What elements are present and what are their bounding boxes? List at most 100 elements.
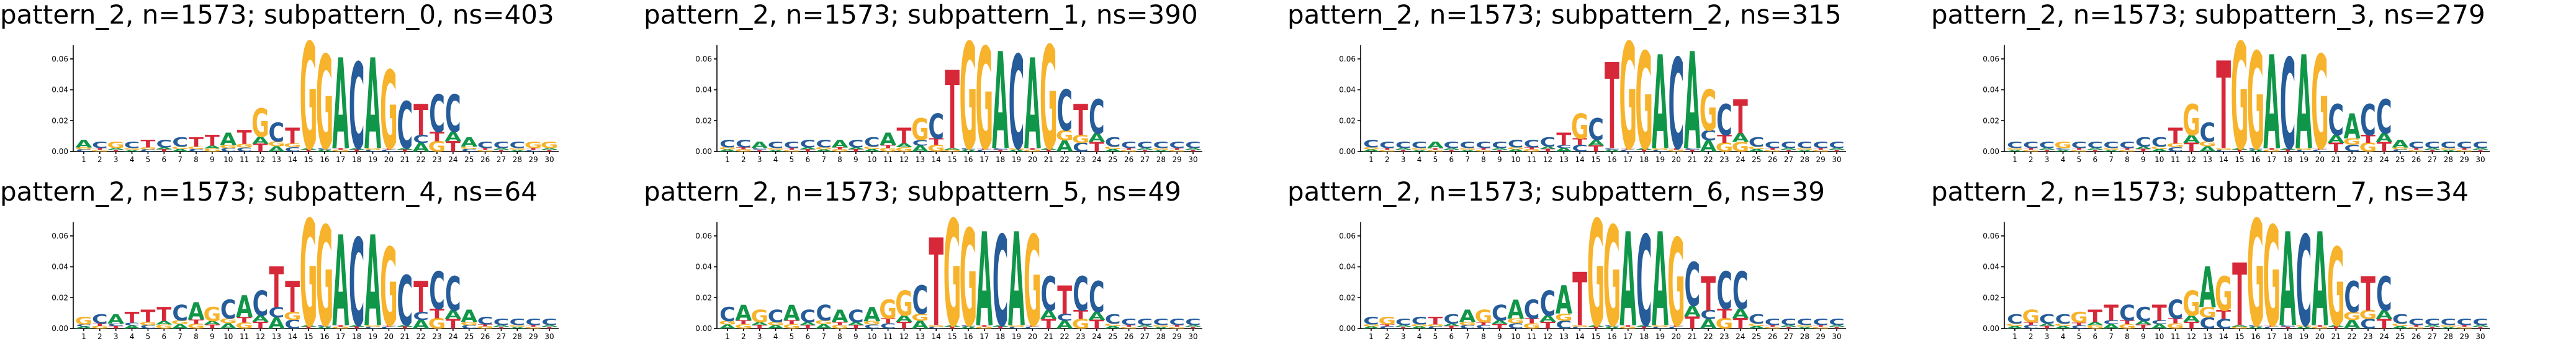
logo-letter: C <box>269 118 285 148</box>
logo-letter: G <box>815 147 833 150</box>
logo-letter: G <box>1056 127 1074 143</box>
x-tick-label: 6 <box>805 155 810 164</box>
logo-letter: G <box>1168 326 1186 329</box>
x-tick-label: 12 <box>1543 155 1552 164</box>
logo-letter: A <box>1024 33 1041 177</box>
logo-letter: A <box>493 148 510 150</box>
logo-letter: A <box>124 325 141 330</box>
x-tick-label: 11 <box>2171 332 2180 341</box>
logo-letter: G <box>2407 149 2425 152</box>
logo-letter: C <box>2151 135 2168 150</box>
panel-title: pattern_2, n=1573; subpattern_3, ns=279 <box>1931 0 2485 30</box>
y-tick-label: 0.04 <box>1983 86 1999 94</box>
logo-letter: T <box>1476 321 1492 326</box>
logo-letter: A <box>799 321 817 326</box>
logo-letter: A <box>75 138 92 150</box>
logo-letter: G <box>2022 149 2040 152</box>
y-tick-label: 0.02 <box>1983 293 1999 302</box>
logo-letter: G <box>1763 326 1781 329</box>
logo-letter: C <box>1073 140 1089 155</box>
logo-letter: G <box>219 144 237 149</box>
logo-letter: C <box>1765 317 1781 327</box>
x-tick-label: 22 <box>1703 155 1713 164</box>
logo-letter: T <box>494 149 509 152</box>
x-tick-label: 27 <box>1140 155 1150 164</box>
x-tick-label: 7 <box>1465 155 1470 164</box>
logo-panel: 0.00 0.02 0.04 0.06 1 A G C 2 G T A 3 T A G 4 A G C 5 G T A 6 T A C… <box>644 177 1287 354</box>
logo-letter: C <box>1652 326 1669 329</box>
logo-letter: G <box>2119 149 2137 152</box>
sequence-logo-plot: 0.000.020.040.061CGA2GTC3TAG4AGC5CGT6TAC… <box>52 12 559 177</box>
logo-letter: C <box>2151 319 2168 325</box>
logo-letter: C <box>1604 148 1620 150</box>
logo-letter: G <box>1040 18 1058 177</box>
x-tick-label: 9 <box>1497 332 1502 341</box>
logo-letter: G <box>2150 146 2168 150</box>
logo-letter: A <box>204 320 221 326</box>
x-tick-label: 28 <box>513 155 522 164</box>
logo-letter: T <box>2104 301 2119 326</box>
logo-letter: A <box>2424 325 2441 327</box>
logo-letter: G <box>300 189 318 354</box>
x-tick-label: 12 <box>899 332 909 341</box>
logo-letter: C <box>1765 140 1781 150</box>
logo-letter: T <box>333 148 348 150</box>
logo-letter: T <box>1122 148 1137 150</box>
x-tick-label: 29 <box>1816 332 1826 341</box>
logo-letter: T <box>205 324 220 330</box>
x-tick-label: 29 <box>1816 155 1826 164</box>
logo-letter: C <box>172 135 188 150</box>
x-tick-label: 28 <box>1156 332 1166 341</box>
logo-letter: T <box>800 149 815 153</box>
logo-letter: G <box>2166 142 2184 148</box>
x-tick-label: 25 <box>1108 332 1117 341</box>
logo-letter: T <box>2312 325 2327 327</box>
logo-letter: G <box>863 320 881 326</box>
x-tick-label: 27 <box>2428 332 2437 341</box>
logo-letter: A <box>896 142 912 148</box>
x-tick-label: 4 <box>2061 155 2066 164</box>
logo-letter: G <box>1667 214 1685 353</box>
x-tick-label: 15 <box>304 155 313 164</box>
logo-letter: A <box>1153 326 1170 329</box>
logo-letter: T <box>1025 325 1040 327</box>
logo-letter: T <box>156 303 171 326</box>
logo-letter: A <box>413 140 430 155</box>
x-tick-label: 19 <box>368 155 377 164</box>
logo-letter: T <box>1138 326 1153 329</box>
logo-letter: G <box>171 319 189 325</box>
logo-letter: T <box>2087 149 2102 152</box>
logo-letter: A <box>1588 139 1605 148</box>
logo-letter: G <box>1168 149 1186 152</box>
logo-letter: A <box>1507 295 1524 325</box>
x-tick-label: 21 <box>2331 155 2341 164</box>
logo-letter: T <box>1524 147 1539 150</box>
logo-letter: C <box>1572 143 1588 154</box>
logo-letter: G <box>508 325 526 327</box>
logo-letter: T <box>1524 317 1539 325</box>
logo-letter: T <box>2232 149 2247 152</box>
x-tick-label: 6 <box>161 155 166 164</box>
logo-letter: C <box>2168 146 2184 153</box>
x-tick-label: 8 <box>2125 332 2130 341</box>
logo-letter: G <box>719 147 737 150</box>
x-tick-label: 29 <box>1173 155 1182 164</box>
x-tick-label: 21 <box>400 155 410 164</box>
logo-letter: G <box>331 149 349 152</box>
logo-panel: 0.00 0.02 0.04 0.06 1 A C G 2 G T C 3 T C A 4 A C T 5 C G T 6 G A T… <box>0 177 644 354</box>
logo-letter: T <box>446 316 461 332</box>
logo-letter: G <box>1716 315 1734 332</box>
x-tick-label: 30 <box>544 332 554 341</box>
y-tick-label: 0.04 <box>1983 263 1999 271</box>
x-tick-label: 17 <box>336 332 345 341</box>
logo-letter: T <box>945 326 960 329</box>
logo-panel: 0.00 0.02 0.04 0.06 1 C G A 2 G T C 3 T A G 4 A G C 5 C G T 6 T A C… <box>0 0 644 177</box>
logo-letter: C <box>1105 312 1121 327</box>
logo-letter: C <box>1363 315 1379 327</box>
logo-letter: C <box>1089 89 1105 145</box>
logo-letter: C <box>1669 326 1685 329</box>
logo-letter: A <box>863 303 880 326</box>
logo-letter: A <box>1362 326 1380 330</box>
logo-letter: C <box>2312 149 2328 152</box>
logo-letter: T <box>1733 89 1748 145</box>
